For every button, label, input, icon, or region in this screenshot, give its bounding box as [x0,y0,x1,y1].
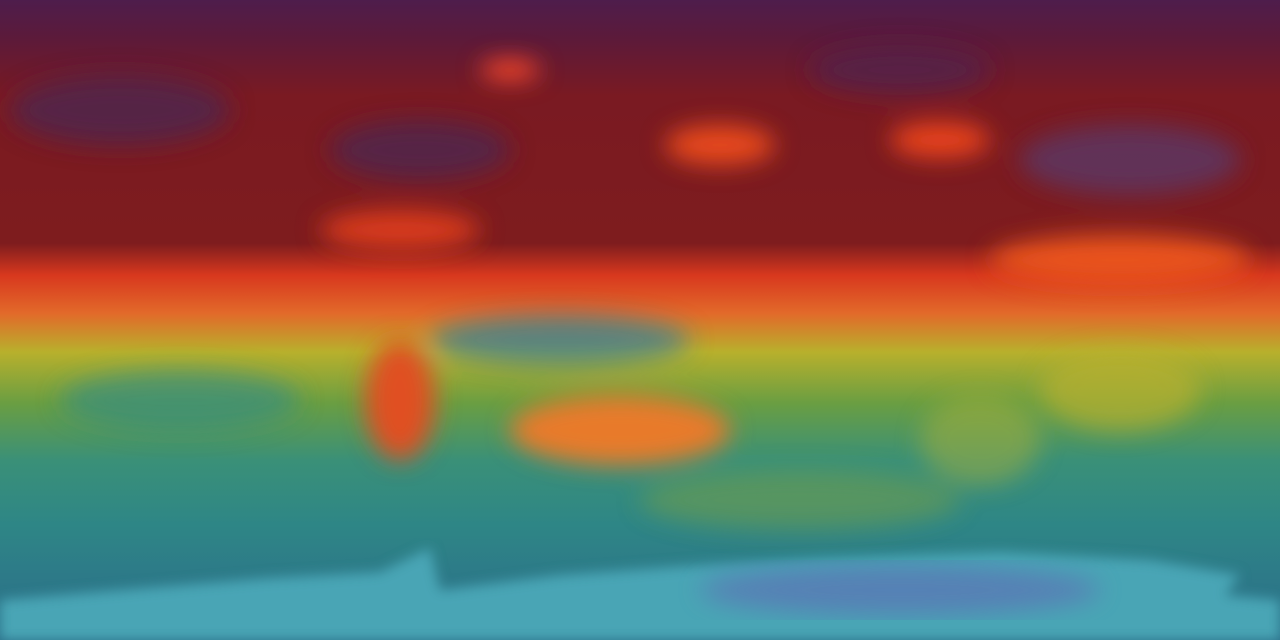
antarctica-core [700,565,1100,615]
plume-overlay [10,45,1250,530]
